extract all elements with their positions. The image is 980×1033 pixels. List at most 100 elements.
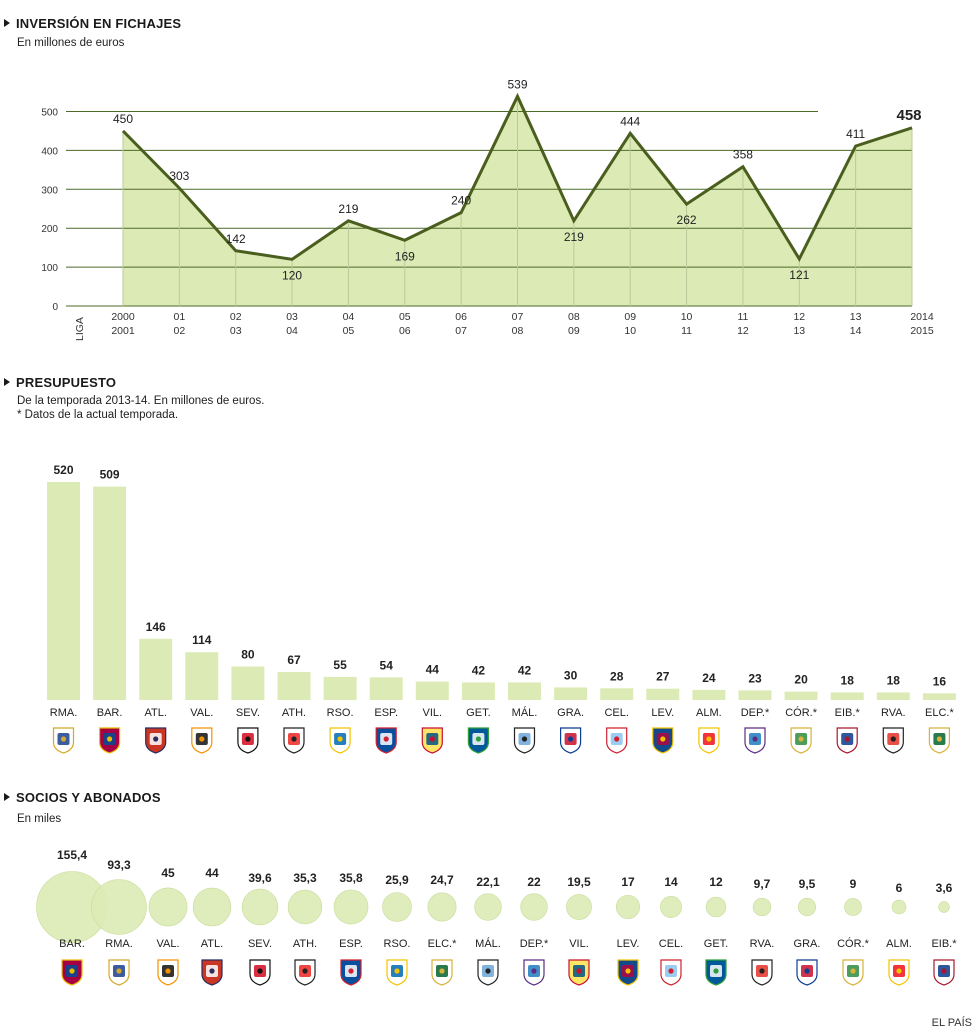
getafe-crest-icon-emblem <box>713 968 719 974</box>
deportivo-crest-icon <box>744 727 766 754</box>
real-madrid-crest-icon <box>52 727 75 754</box>
bar-category-label: GRA. <box>557 707 584 719</box>
bar-16 <box>784 691 818 700</box>
data-label: 303 <box>169 169 189 183</box>
athletic-crest-icon <box>283 727 305 754</box>
y-tick-label: 0 <box>52 302 58 313</box>
levante-crest-icon-emblem <box>660 736 666 742</box>
atletico-crest-icon <box>201 959 223 986</box>
x-tick-label-bottom: 12 <box>737 325 749 337</box>
section-marker-icon <box>4 19 10 27</box>
bubble-value-label: 22,1 <box>476 875 500 889</box>
x-tick-label-bottom: 04 <box>286 325 298 337</box>
malaga-crest-icon-emblem <box>521 736 528 742</box>
bar-value-label: 54 <box>380 658 394 672</box>
bar-category-label: SEV. <box>236 707 260 719</box>
x-tick-label-top: 05 <box>399 311 411 323</box>
malaga-crest-icon <box>477 959 499 986</box>
bubble-1 <box>91 879 147 935</box>
bubble-value-label: 6 <box>896 881 903 895</box>
data-label: 358 <box>733 148 753 162</box>
bubble-8 <box>427 892 457 922</box>
x-tick-label-top: 09 <box>624 311 636 323</box>
bubble-category-label: LEV. <box>617 938 640 950</box>
x-tick-label-bottom: 05 <box>343 325 355 337</box>
bar-category-label: LEV. <box>651 707 674 719</box>
bar-category-label: ELC.* <box>925 707 954 719</box>
villarreal-crest-icon-emblem <box>576 968 582 974</box>
almeria-crest-icon <box>698 727 720 754</box>
bar-value-label: 27 <box>656 670 670 684</box>
x-tick-label-top: 2014 <box>910 311 934 323</box>
x-tick-label-bottom: 06 <box>399 325 411 337</box>
x-tick-label-top: 06 <box>455 311 467 323</box>
bubble-5 <box>287 889 323 925</box>
bubble-7 <box>382 892 412 922</box>
bubble-4 <box>241 888 279 926</box>
granada-crest-icon-emblem <box>568 736 574 742</box>
rayo-crest-icon <box>882 727 904 754</box>
bubble-value-label: 25,9 <box>385 873 409 887</box>
atletico-crest-icon-emblem <box>209 968 215 974</box>
barcelona-crest-icon-emblem <box>69 968 75 974</box>
bubble-category-label: DEP.* <box>520 938 549 950</box>
bubble-value-label: 93,3 <box>107 858 131 872</box>
eibar-crest-icon-emblem <box>941 968 947 974</box>
bubble-category-label: GET. <box>704 938 728 950</box>
bubble-18 <box>891 899 907 915</box>
bubble-11 <box>566 894 592 920</box>
getafe-crest-icon-emblem <box>475 736 481 742</box>
data-label: 120 <box>282 268 302 282</box>
bar-8 <box>415 681 449 700</box>
bar-9 <box>461 682 495 700</box>
bubble-10 <box>520 893 548 921</box>
presupuesto-title-text: PRESUPUESTO <box>16 375 117 390</box>
villarreal-crest-icon <box>421 727 443 754</box>
bar-value-label: 42 <box>518 663 532 677</box>
bar-value-label: 44 <box>426 663 440 677</box>
bar-5 <box>277 671 311 700</box>
credit-label: EL PAÍS <box>931 1017 972 1029</box>
bubble-value-label: 24,7 <box>430 873 454 887</box>
x-tick-label-top: 02 <box>230 311 242 323</box>
bubble-category-label: VAL. <box>156 938 179 950</box>
rayo-crest-icon <box>751 959 773 986</box>
espanyol-crest-icon-emblem <box>383 736 389 742</box>
bar-value-label: 80 <box>241 647 255 661</box>
bubble-value-label: 9,7 <box>754 877 771 891</box>
elche-crest-icon-emblem <box>439 968 445 974</box>
real-madrid-crest-icon-emblem <box>60 736 67 742</box>
real-madrid-crest-icon-emblem <box>116 968 122 974</box>
bubble-value-label: 35,8 <box>339 871 363 885</box>
x-tick-label-top: 13 <box>850 311 862 323</box>
real-sociedad-crest-icon <box>329 727 351 754</box>
bubble-category-label: GRA. <box>794 938 821 950</box>
athletic-crest-icon-emblem <box>302 968 308 974</box>
bubble-value-label: 19,5 <box>567 875 591 889</box>
socios-bubble-chart: 155,4 BAR. 93,3 RMA. 45 VAL. 44 ATL. 39,6 SEV. 35,… <box>36 848 957 986</box>
x-tick-label-bottom: 2015 <box>910 325 934 337</box>
bar-11 <box>554 687 588 700</box>
bar-category-label: RSO. <box>327 707 354 719</box>
bubble-value-label: 17 <box>621 875 635 889</box>
eibar-crest-icon <box>836 727 858 754</box>
malaga-crest-icon <box>513 727 536 754</box>
deportivo-crest-icon-emblem <box>752 736 758 742</box>
elche-crest-icon <box>928 727 951 754</box>
bubble-category-label: ALM. <box>886 938 912 950</box>
bubble-14 <box>705 896 727 918</box>
bar-category-label: GET. <box>466 707 490 719</box>
sevilla-crest-icon-emblem <box>245 736 251 742</box>
espanyol-crest-icon <box>375 727 397 754</box>
eibar-crest-icon <box>933 959 955 986</box>
bar-value-label: 18 <box>841 673 855 687</box>
espanyol-crest-icon <box>340 959 362 986</box>
bubble-value-label: 14 <box>664 875 678 889</box>
bubble-category-label: RMA. <box>105 938 133 950</box>
section-marker-icon <box>4 378 10 386</box>
almeria-crest-icon-emblem <box>896 968 902 974</box>
bubble-3 <box>192 887 232 927</box>
bubble-12 <box>615 894 641 920</box>
x-tick-label-top: 12 <box>793 311 805 323</box>
x-tick-label-top: 11 <box>737 311 748 323</box>
